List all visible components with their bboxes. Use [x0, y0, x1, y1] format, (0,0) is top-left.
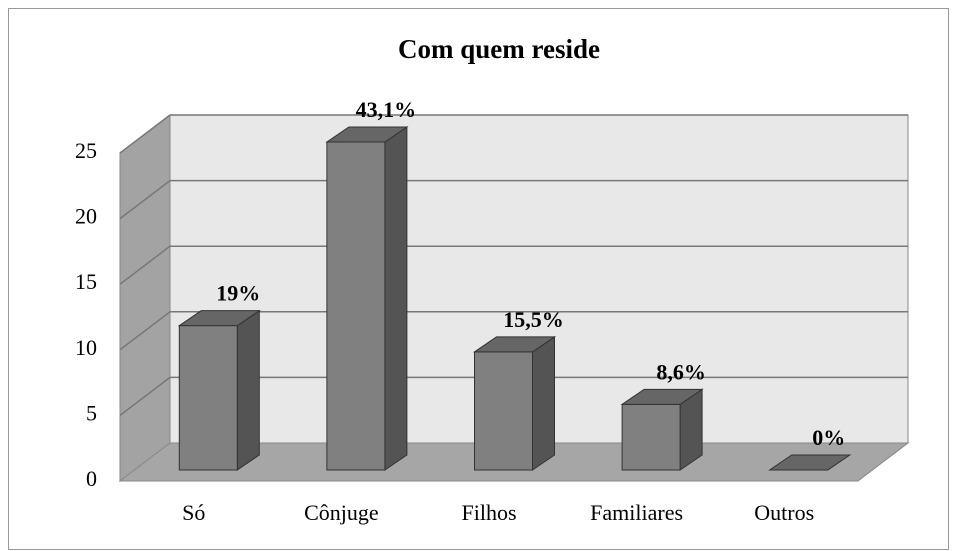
- bar-front: [178, 325, 238, 471]
- x-tick-label: Filhos: [461, 500, 516, 525]
- left-wall: [119, 113, 171, 483]
- bar: [177, 309, 261, 471]
- bar: [325, 126, 409, 471]
- bar-top: [325, 126, 409, 143]
- grid-line: [119, 376, 171, 416]
- grid-line: [119, 114, 171, 154]
- bar-top: [472, 336, 557, 353]
- value-label: 43,1%: [356, 97, 417, 122]
- bar-front: [474, 351, 533, 471]
- value-label: 8,6%: [656, 359, 706, 384]
- grid-line: [119, 180, 171, 220]
- bar-top: [177, 310, 261, 327]
- bar: [768, 454, 852, 471]
- bar-top: [768, 454, 852, 471]
- x-tick-label: Só: [182, 500, 205, 525]
- y-tick-label: 0: [86, 466, 97, 491]
- value-label: 19%: [216, 281, 260, 306]
- y-tick-label: 25: [75, 138, 97, 163]
- bar-top: [620, 388, 704, 405]
- y-tick-label: 10: [75, 335, 97, 360]
- bar-side: [384, 126, 408, 471]
- bar-side: [532, 335, 555, 471]
- value-label: 15,5%: [503, 307, 564, 332]
- bar-side: [236, 309, 260, 471]
- chart-title: Com quem reside: [398, 34, 600, 64]
- grid-line: [119, 311, 171, 351]
- bar: [620, 388, 704, 471]
- y-tick-label: 20: [75, 204, 97, 229]
- x-tick-label: Cônjuge: [304, 500, 379, 525]
- bar-front: [326, 141, 386, 471]
- bar-front: [621, 403, 681, 471]
- x-tick-label: Outros: [754, 500, 814, 525]
- x-tick-label: Familiares: [590, 500, 683, 525]
- grid-line: [119, 245, 171, 285]
- y-tick-label: 15: [75, 269, 97, 294]
- bar: [472, 335, 557, 471]
- y-tick-label: 5: [86, 400, 97, 425]
- value-label: 0%: [812, 425, 845, 450]
